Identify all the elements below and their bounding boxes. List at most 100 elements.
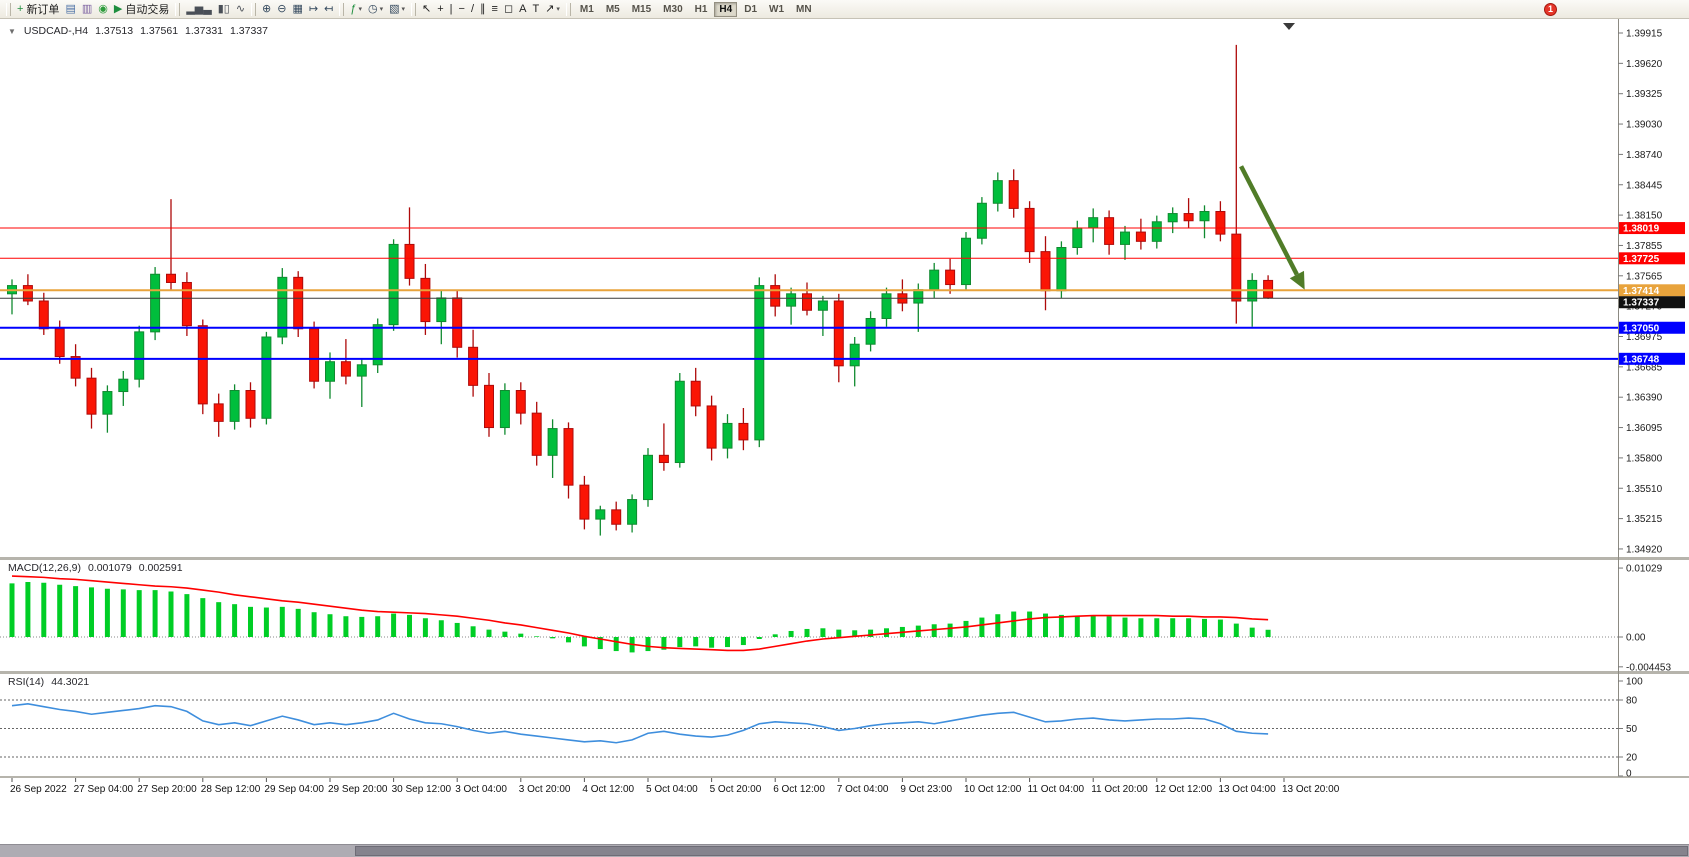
time-axis-label[interactable]: 7 Oct 04:00 — [837, 784, 889, 795]
arrows-button[interactable]: ↗ ▾ — [542, 1, 563, 18]
text-label-button[interactable]: T — [529, 1, 542, 18]
timeframe-button-m30[interactable]: M30 — [663, 3, 683, 15]
trendline-button[interactable]: / — [468, 1, 477, 18]
timeframe-button-h1[interactable]: H1 — [694, 3, 708, 15]
svg-text:1.38019: 1.38019 — [1623, 224, 1660, 235]
time-axis-label[interactable]: 5 Oct 04:00 — [646, 784, 698, 795]
main-toolbar: + 新订单 ▤ ▥ ◉ ▶ 自动交易 ▂▅▃ ▮▯ ∿ ⊕ ⊖ ▦ ↦ ↤ ƒ ▾ ◷ ▾ ▧ ▾ ↖ + | − / ∥ ≡ ◻ A T ↗… — [0, 0, 1689, 19]
bar-chart-icon: ▂▅▃ — [186, 2, 212, 15]
time-axis-label[interactable]: 5 Oct 20:00 — [710, 784, 762, 795]
horizontal-scrollbar[interactable] — [0, 844, 1689, 857]
time-axis-label[interactable]: 28 Sep 12:00 — [201, 784, 261, 795]
timeframe-button-m15[interactable]: M15 — [631, 3, 652, 15]
community-icon: ◉ — [98, 2, 108, 15]
time-axis-label[interactable]: 10 Oct 12:00 — [964, 784, 1022, 795]
price-tag-1.37050: 1.37050 — [1619, 321, 1685, 334]
time-axis-label[interactable]: 30 Sep 12:00 — [392, 784, 452, 795]
rsi-line — [11, 702, 1269, 744]
svg-text:1.37565: 1.37565 — [1626, 271, 1663, 282]
chart-shift-marker[interactable] — [1283, 23, 1295, 30]
community-button[interactable]: ◉ — [95, 1, 111, 18]
crosshair-icon: + — [437, 2, 444, 15]
macd-signal-line — [11, 575, 1269, 652]
time-axis-label[interactable]: 11 Oct 04:00 — [1028, 784, 1085, 795]
timeframe-button-w1[interactable]: W1 — [769, 3, 785, 15]
timeframe-button-m1[interactable]: M1 — [579, 3, 594, 15]
time-axis-label[interactable]: 4 Oct 12:00 — [582, 784, 634, 795]
time-axis-label[interactable]: 29 Sep 04:00 — [264, 784, 324, 795]
time-axis-label[interactable]: 26 Sep 2022 — [10, 784, 67, 795]
periods-button[interactable]: ◷ ▾ — [365, 1, 386, 18]
zoom-out-button[interactable]: ⊖ — [274, 1, 289, 18]
svg-text:1.39325: 1.39325 — [1626, 89, 1663, 100]
auto-scroll-button[interactable]: ↦ — [306, 1, 321, 18]
autotrade-button[interactable]: ▶ 自动交易 — [111, 1, 172, 18]
chart-area[interactable]: 1.39915 1.39620 1.39325 1.39030 1.38740 1.384… — [0, 19, 1689, 857]
toolbar-grip[interactable] — [251, 2, 257, 16]
zoom-in-button[interactable]: ⊕ — [259, 1, 274, 18]
time-axis-label[interactable]: 3 Oct 04:00 — [455, 784, 507, 795]
new-order-button-label: 新订单 — [26, 4, 60, 16]
timeframe-button-h4[interactable]: H4 — [714, 1, 738, 17]
svg-text:1.37725: 1.37725 — [1623, 254, 1660, 265]
svg-text:1.36748: 1.36748 — [1623, 354, 1660, 365]
toolbar-grip[interactable] — [339, 2, 345, 16]
notification-badge[interactable]: 1 — [1544, 3, 1557, 16]
svg-text:1.36095: 1.36095 — [1626, 423, 1663, 434]
scrollbar-thumb[interactable] — [354, 846, 1688, 856]
timeframe-button-d1[interactable]: D1 — [744, 3, 758, 15]
svg-text:1.38445: 1.38445 — [1626, 180, 1663, 191]
toolbar-grip[interactable] — [175, 2, 181, 16]
timeframe-button-m5[interactable]: M5 — [605, 3, 620, 15]
new-order-icon: + — [17, 2, 24, 15]
trend-arrow[interactable] — [1239, 165, 1305, 290]
chart-shift-button[interactable]: ↤ — [321, 1, 336, 18]
price-tag-1.36748: 1.36748 — [1619, 352, 1685, 365]
candlestick-chart-button[interactable]: ▮▯ — [215, 1, 233, 18]
time-axis-label[interactable]: 29 Sep 20:00 — [328, 784, 388, 795]
time-axis-label[interactable]: 13 Oct 04:00 — [1218, 784, 1276, 795]
time-axis-label[interactable]: 11 Oct 20:00 — [1091, 784, 1148, 795]
svg-text:50: 50 — [1626, 724, 1638, 735]
time-axis-label[interactable]: 6 Oct 12:00 — [773, 784, 825, 795]
profiles-button[interactable]: ▥ — [79, 1, 95, 18]
crosshair-button[interactable]: + — [434, 1, 446, 18]
chart-window-button[interactable]: ▤ — [62, 1, 78, 18]
chart-window-icon: ▤ — [65, 2, 76, 15]
vertical-line-button[interactable]: | — [447, 1, 456, 18]
svg-text:0.01029: 0.01029 — [1626, 564, 1663, 575]
shapes-button[interactable]: ◻ — [501, 1, 516, 18]
line-chart-button[interactable]: ∿ — [233, 1, 248, 18]
templates-button[interactable]: ▧ ▾ — [386, 1, 408, 18]
svg-text:1.37050: 1.37050 — [1623, 323, 1660, 334]
svg-text:1.38150: 1.38150 — [1626, 211, 1663, 222]
fibonacci-button[interactable]: ≡ — [489, 1, 501, 18]
time-axis-label[interactable]: 12 Oct 12:00 — [1155, 784, 1213, 795]
cursor-button[interactable]: ↖ — [419, 1, 434, 18]
time-axis-label[interactable]: 3 Oct 20:00 — [519, 784, 571, 795]
toolbar-grip[interactable] — [565, 2, 571, 16]
text-button[interactable]: A — [516, 1, 529, 18]
timeframe-button-mn[interactable]: MN — [796, 3, 812, 15]
time-axis-label[interactable]: 13 Oct 20:00 — [1282, 784, 1340, 795]
chevron-down-icon: ▾ — [379, 6, 384, 13]
svg-text:1.39915: 1.39915 — [1626, 29, 1663, 40]
time-axis-label[interactable]: 27 Sep 20:00 — [137, 784, 197, 795]
svg-text:1.36390: 1.36390 — [1626, 393, 1663, 404]
channel-button[interactable]: ∥ — [477, 1, 489, 18]
time-axis-label[interactable]: 27 Sep 04:00 — [74, 784, 134, 795]
tile-windows-button[interactable]: ▦ — [289, 1, 305, 18]
svg-text:1.35800: 1.35800 — [1626, 453, 1663, 464]
chart-canvas[interactable]: 1.39915 1.39620 1.39325 1.39030 1.38740 1.384… — [0, 19, 1689, 857]
toolbar-grip[interactable] — [6, 2, 11, 16]
time-axis-label[interactable]: 9 Oct 23:00 — [900, 784, 952, 795]
price-tag-1.37725: 1.37725 — [1619, 252, 1685, 265]
toolbar-grip[interactable] — [411, 2, 417, 16]
new-order-button[interactable]: + 新订单 — [14, 1, 62, 18]
price-tag-1.37337: 1.37337 — [1619, 296, 1685, 309]
horizontal-line-button[interactable]: − — [456, 1, 468, 18]
bar-chart-button[interactable]: ▂▅▃ — [183, 1, 214, 18]
svg-text:1.39030: 1.39030 — [1626, 120, 1663, 131]
indicators-button[interactable]: ƒ ▾ — [347, 1, 365, 18]
